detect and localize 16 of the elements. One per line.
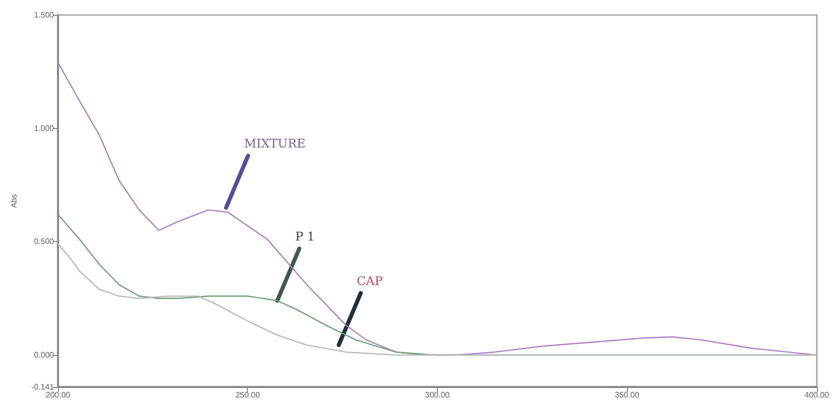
annotation: P 1 [295,230,315,244]
y-axis-title: Abs [10,194,18,208]
y-tick-label: -0.141 [31,382,55,392]
line-series [57,243,818,356]
x-tick-label: 250.00 [235,390,260,400]
x-tick-label: 200.00 [46,390,71,400]
y-tick-label: 1.500 [34,10,55,20]
y-tick-label: 0.500 [34,237,55,246]
y-tick-label: 0.000 [34,350,55,360]
line-series [57,62,818,356]
annotation: MIXTURE [244,136,306,151]
annotation: CAP [356,274,383,288]
y-tick-label: 1.000 [34,124,55,133]
x-tick-label: 350.00 [614,390,640,400]
x-tick-label: 400.00 [804,390,830,400]
x-tick-label: 300.00 [425,390,450,400]
